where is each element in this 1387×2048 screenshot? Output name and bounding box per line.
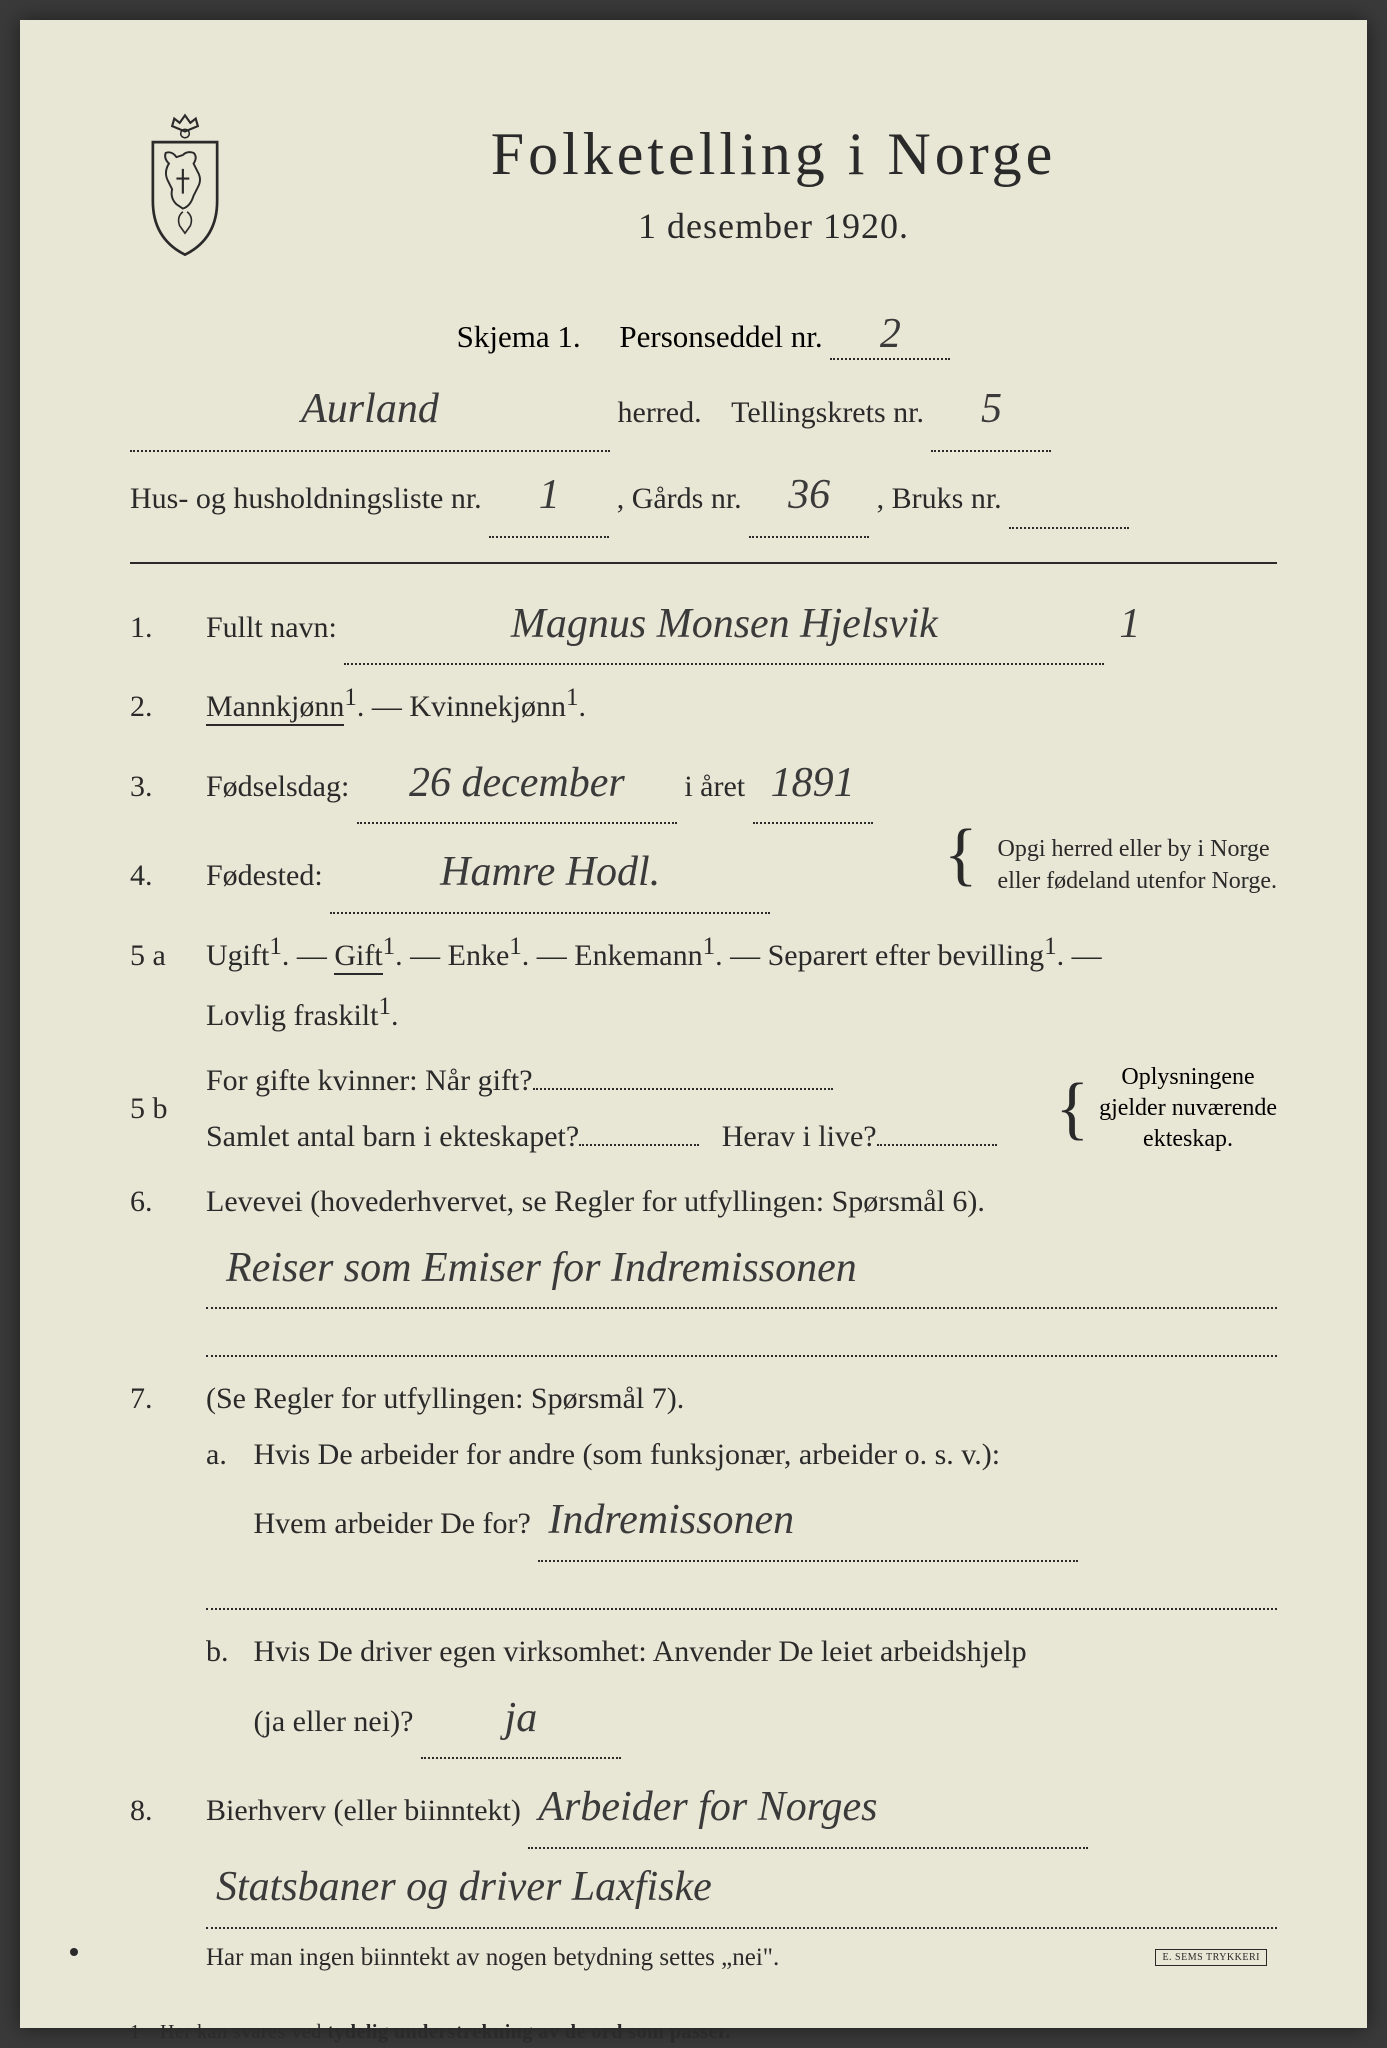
q6-num: 6. (130, 1185, 186, 1219)
q6: 6. Levevei (hovederhvervet, se Regler fo… (130, 1174, 1277, 1357)
skjema-row: Skjema 1. Personseddel nr. 2 (130, 310, 1277, 360)
q8-note: Har man ingen biinntekt av nogen betydni… (206, 1935, 1277, 1981)
q4-label: Fødested: (206, 859, 323, 892)
herred-row: Aurland herred. Tellingskrets nr. 5 (130, 370, 1277, 452)
skjema-label: Skjema 1. (457, 319, 581, 354)
q1: 1. Fullt navn: Magnus Monsen Hjelsvik 1 (130, 586, 1277, 666)
q7b-letter: b. (206, 1624, 246, 1680)
q8-label: Bierhverv (eller biinntekt) (206, 1794, 521, 1827)
q8-num: 8. (130, 1794, 186, 1828)
q4-num: 4. (130, 859, 186, 893)
q5b-note-c: ekteskap. (1143, 1126, 1233, 1152)
q5a-sep: Separert efter bevilling (768, 939, 1045, 972)
sup: 1 (566, 684, 579, 711)
q5a-ugift: Ugift (206, 939, 269, 972)
q7a-1: Hvis De arbeider for andre (som funksjon… (254, 1438, 1001, 1471)
page-title: Folketelling i Norge (270, 120, 1277, 189)
divider (130, 562, 1277, 564)
q6-value: Reiser som Emiser for Indremissonen (226, 1230, 857, 1308)
q1-num: 1. (130, 611, 186, 645)
q5b-num: 5 b (130, 1092, 186, 1126)
q3: 3. Fødselsdag: 26 december i året 1891 (130, 745, 1277, 825)
footnote: 1 Her kan svares ved tydelig understrekn… (130, 2021, 1277, 2044)
q4-value: Hamre Hodl. (440, 834, 660, 912)
q7a-letter: a. (206, 1427, 246, 1483)
q4-note-b: eller fødeland utenfor Norge. (998, 868, 1277, 894)
tellingskrets-nr-value: 5 (981, 370, 1002, 450)
brace-icon: { (1055, 1088, 1089, 1130)
q5a: 5 a Ugift1. — Gift1. — Enke1. — Enkemann… (130, 924, 1277, 1043)
printer-mark: E. SEMS TRYKKERI (1155, 1949, 1267, 1966)
q5b-c: Herav i live? (722, 1120, 877, 1153)
personseddel-label: Personseddel nr. (619, 319, 822, 354)
gards-nr-value: 36 (788, 456, 830, 536)
q2-kvinne: Kvinnekjønn (409, 690, 566, 723)
q7a-2: Hvem arbeider De for? (254, 1507, 531, 1540)
bruks-label: , Bruks nr. (877, 482, 1002, 515)
q5a-gift: Gift (334, 939, 382, 975)
hhl-nr-value: 1 (539, 456, 560, 536)
census-form-page: Folketelling i Norge 1 desember 1920. Sk… (20, 20, 1367, 2028)
q5a-num: 5 a (130, 939, 186, 973)
header: Folketelling i Norge 1 desember 1920. (130, 120, 1277, 260)
q7b-2: (ja eller nei)? (254, 1705, 414, 1738)
q3-num: 3. (130, 770, 186, 804)
q3-year-label: i året (684, 770, 745, 803)
q1-suffix: 1 (1119, 586, 1140, 664)
q8: 8. Bierhverv (eller biinntekt) Arbeider … (130, 1769, 1277, 1981)
q3-year-value: 1891 (771, 745, 855, 823)
q5b-a: For gifte kvinner: Når gift? (206, 1064, 533, 1097)
q2: 2. Mannkjønn1. — Kvinnekjønn1. (130, 675, 1277, 735)
q5b-note-a: Oplysningene (1121, 1064, 1254, 1090)
q1-label: Fullt navn: (206, 611, 337, 644)
q7-num: 7. (130, 1382, 186, 1416)
q5a-enke: Enke (448, 939, 510, 972)
q6-label: Levevei (hovederhvervet, se Regler for u… (206, 1185, 985, 1218)
q8-value-b: Statsbaner og driver Laxfiske (216, 1849, 712, 1927)
q5b-b: Samlet antal barn i ekteskapet? (206, 1120, 579, 1153)
herred-label: herred. (618, 396, 702, 429)
hhl-row: Hus- og husholdningsliste nr. 1 , Gårds … (130, 456, 1277, 538)
brace-icon: { (944, 834, 978, 876)
coat-of-arms-icon (130, 110, 240, 260)
q5a-enkemann: Enkemann (574, 939, 702, 972)
q4-side-note: Opgi herred eller by i Norge eller fødel… (998, 834, 1277, 896)
title-block: Folketelling i Norge 1 desember 1920. (270, 120, 1277, 247)
footnote-text: Her kan svares ved tydelig understreknin… (160, 2021, 731, 2043)
q3-label: Fødselsdag: (206, 770, 349, 803)
q5b-note-b: gjelder nuværende (1099, 1095, 1277, 1121)
q4: 4. Fødested: Hamre Hodl. { Opgi herred e… (130, 834, 1277, 914)
herred-name-value: Aurland (301, 370, 439, 450)
q5b: 5 b For gifte kvinner: Når gift? Samlet … (130, 1053, 1277, 1164)
q2-mann: Mannkjønn (206, 690, 344, 726)
q5a-lov: Lovlig fraskilt (206, 999, 378, 1032)
q8-value-a: Arbeider for Norges (538, 1769, 877, 1847)
q7: 7. (Se Regler for utfyllingen: Spørsmål … (130, 1371, 1277, 1759)
hhl-label: Hus- og husholdningsliste nr. (130, 482, 482, 515)
q7b-value: ja (505, 1680, 538, 1758)
q2-sep: — (372, 690, 410, 723)
q7b-1: Hvis De driver egen virksomhet: Anvender… (254, 1635, 1027, 1668)
gards-label: , Gårds nr. (617, 482, 742, 515)
q3-day-value: 26 december (409, 745, 625, 823)
personseddel-nr-value: 2 (880, 310, 901, 358)
q7-label: (Se Regler for utfyllingen: Spørsmål 7). (206, 1382, 684, 1415)
q2-num: 2. (130, 690, 186, 724)
q7a-value: Indremissonen (548, 1482, 794, 1560)
margin-dot-icon (70, 1948, 78, 1956)
page-subtitle: 1 desember 1920. (270, 205, 1277, 247)
q1-value: Magnus Monsen Hjelsvik (511, 586, 938, 664)
sup: 1 (344, 684, 357, 711)
q4-note-a: Opgi herred eller by i Norge (998, 836, 1270, 862)
tellingskrets-label: Tellingskrets nr. (731, 396, 924, 429)
q5b-brace-note: { Oplysningene gjelder nuværende ekteska… (1055, 1062, 1277, 1156)
